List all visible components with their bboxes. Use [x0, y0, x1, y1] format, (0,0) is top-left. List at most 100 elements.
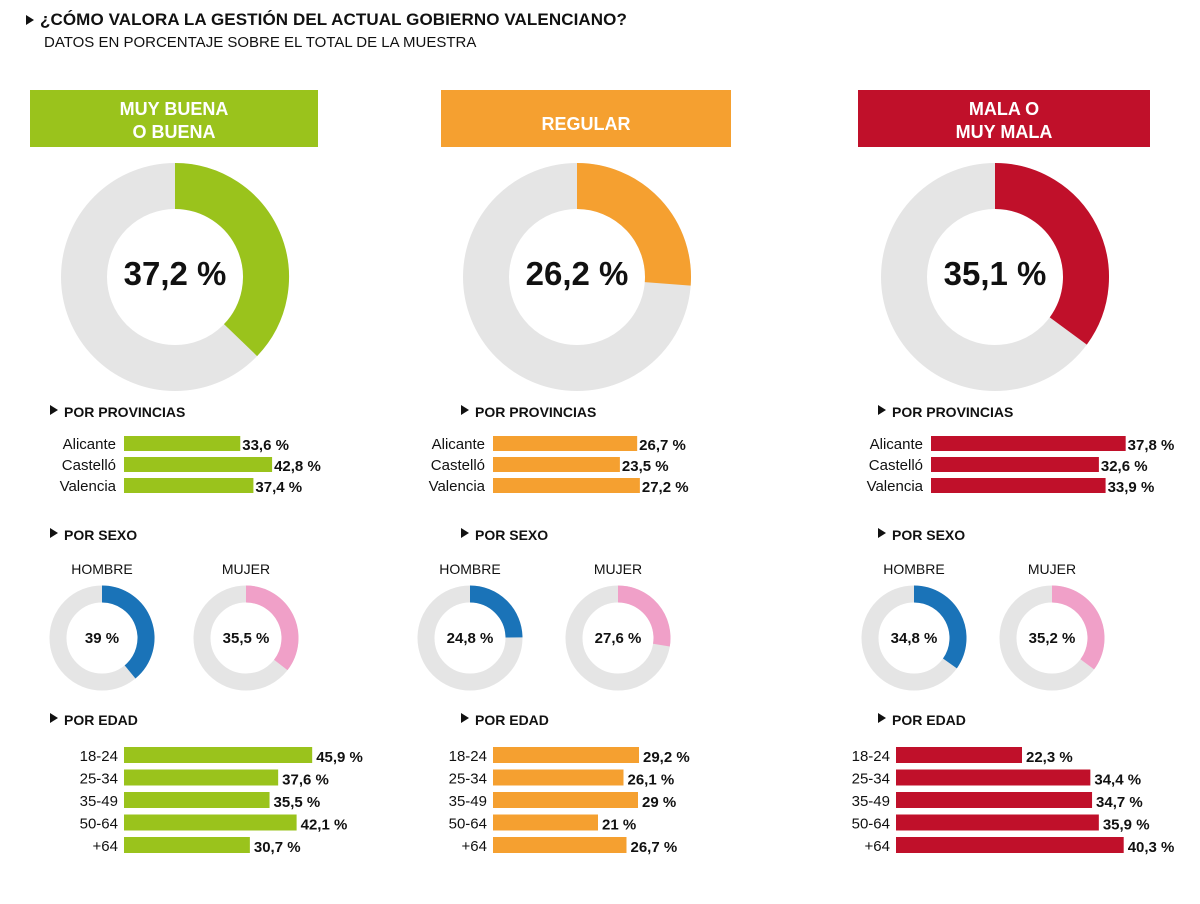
buena-edad-name: 35-49	[80, 793, 118, 810]
buena-edad-bar	[124, 837, 250, 853]
regular-edad-value-label: 26,7 %	[631, 839, 678, 856]
mala-edad-value-label: 22,3 %	[1026, 749, 1073, 766]
mala-main-value-label: 35,1 %	[944, 255, 1047, 292]
mala-edad-name: 25-34	[852, 771, 890, 788]
mala-provincia-name: Castelló	[869, 457, 923, 474]
regular-edad-value-label: 29 %	[642, 794, 676, 811]
mala-provincias-arrow-icon	[878, 405, 886, 415]
mala-category-label: MUY MALA	[956, 122, 1053, 142]
page-subtitle: DATOS EN PORCENTAJE SOBRE EL TOTAL DE LA…	[44, 34, 477, 51]
buena-main-value-label: 37,2 %	[124, 255, 227, 292]
buena-edad-value-label: 42,1 %	[301, 817, 348, 834]
buena-edad-title: POR EDAD	[64, 712, 138, 728]
regular-sexo-name: MUJER	[594, 561, 642, 577]
mala-sexo-value-label: 34,8 %	[891, 630, 938, 647]
mala-provincias-title: POR PROVINCIAS	[892, 404, 1013, 420]
regular-edad-name: 35-49	[449, 793, 487, 810]
buena-mujer-ring-segment	[245, 585, 299, 671]
title-arrow-icon	[26, 15, 34, 25]
mala-sexo-name: MUJER	[1028, 561, 1076, 577]
mala-edad-name: 35-49	[852, 793, 890, 810]
regular-edad-arrow-icon	[461, 713, 469, 723]
regular-edad-title: POR EDAD	[475, 712, 549, 728]
mala-edad-value-label: 34,7 %	[1096, 794, 1143, 811]
regular-sexo-title: POR SEXO	[475, 527, 548, 543]
buena-provincia-bar	[124, 478, 254, 493]
buena-provincia-name: Alicante	[63, 436, 116, 453]
buena-edad-value-label: 37,6 %	[282, 772, 329, 789]
regular-edad-bar	[493, 837, 627, 853]
mala-edad-name: +64	[865, 838, 890, 855]
buena-edad-bar	[124, 769, 279, 786]
mala-main-ring-segment	[994, 163, 1109, 345]
regular-edad-name: 18-24	[449, 748, 487, 765]
mala-provincia-bar	[931, 478, 1106, 493]
regular-edad-bar	[493, 792, 638, 808]
buena-edad-arrow-icon	[50, 713, 58, 723]
regular-sexo-value-label: 24,8 %	[447, 630, 494, 647]
regular-provincia-bar	[493, 478, 640, 493]
buena-category-label: O BUENA	[132, 122, 215, 142]
regular-edad-name: +64	[462, 838, 487, 855]
mala-provincia-value-label: 37,8 %	[1128, 437, 1175, 454]
buena-edad-value-label: 30,7 %	[254, 839, 301, 856]
mala-edad-value-label: 35,9 %	[1103, 817, 1150, 834]
mala-sexo-value-label: 35,2 %	[1029, 630, 1076, 647]
regular-provincia-value-label: 26,7 %	[639, 437, 686, 454]
buena-sexo-name: MUJER	[222, 561, 270, 577]
mala-edad-bar	[896, 837, 1124, 853]
buena-sexo-title: POR SEXO	[64, 527, 137, 543]
buena-provincia-bar	[124, 457, 273, 472]
buena-edad-name: 25-34	[80, 771, 118, 788]
regular-provincia-name: Castelló	[431, 457, 485, 474]
regular-provincia-name: Valencia	[429, 478, 486, 495]
mala-provincia-value-label: 33,9 %	[1108, 479, 1155, 496]
regular-hombre-ring-segment	[469, 585, 523, 639]
regular-category-header	[441, 90, 731, 147]
buena-hombre-ring-segment	[101, 585, 155, 679]
buena-sexo-value-label: 35,5 %	[223, 630, 270, 647]
mala-provincia-bar	[931, 436, 1126, 451]
buena-provincias-arrow-icon	[50, 405, 58, 415]
mala-sexo-title: POR SEXO	[892, 527, 965, 543]
regular-edad-value-label: 26,1 %	[628, 772, 675, 789]
regular-sexo-name: HOMBRE	[439, 561, 500, 577]
regular-provincia-bar	[493, 457, 620, 472]
regular-mujer-ring-segment	[617, 585, 671, 647]
regular-edad-bar	[493, 814, 598, 831]
mala-edad-bar	[896, 792, 1093, 808]
regular-sexo-arrow-icon	[461, 528, 469, 538]
buena-category-label: MUY BUENA	[120, 99, 229, 119]
buena-provincia-name: Castelló	[62, 457, 116, 474]
mala-edad-value-label: 40,3 %	[1128, 839, 1175, 856]
mala-edad-bar	[896, 747, 1022, 763]
regular-provincia-value-label: 23,5 %	[622, 458, 669, 475]
buena-sexo-value-label: 39 %	[85, 630, 119, 647]
mala-edad-bar	[896, 769, 1091, 786]
regular-edad-value-label: 21 %	[602, 817, 636, 834]
mala-sexo-arrow-icon	[878, 528, 886, 538]
mala-edad-title: POR EDAD	[892, 712, 966, 728]
mala-provincia-bar	[931, 457, 1099, 472]
mala-edad-name: 18-24	[852, 748, 890, 765]
regular-provincia-name: Alicante	[432, 436, 485, 453]
regular-edad-value-label: 29,2 %	[643, 749, 690, 766]
mala-edad-value-label: 34,4 %	[1094, 772, 1141, 789]
buena-provincia-value-label: 33,6 %	[242, 437, 289, 454]
regular-main-value-label: 26,2 %	[526, 255, 629, 292]
buena-provincia-value-label: 37,4 %	[255, 479, 302, 496]
regular-sexo-value-label: 27,6 %	[595, 630, 642, 647]
buena-sexo-arrow-icon	[50, 528, 58, 538]
buena-edad-bar	[124, 792, 270, 808]
regular-provincia-value-label: 27,2 %	[642, 479, 689, 496]
buena-category-header	[30, 90, 318, 147]
mala-edad-bar	[896, 814, 1099, 831]
mala-mujer-ring-segment	[1051, 585, 1105, 670]
regular-category-label: REGULAR	[542, 114, 631, 134]
mala-category-label: MALA O	[969, 99, 1039, 119]
header: ¿CÓMO VALORA LA GESTIÓN DEL ACTUAL GOBIE…	[26, 10, 627, 51]
buena-edad-value-label: 45,9 %	[316, 749, 363, 766]
buena-provincias-title: POR PROVINCIAS	[64, 404, 185, 420]
buena-edad-name: 50-64	[80, 816, 118, 833]
